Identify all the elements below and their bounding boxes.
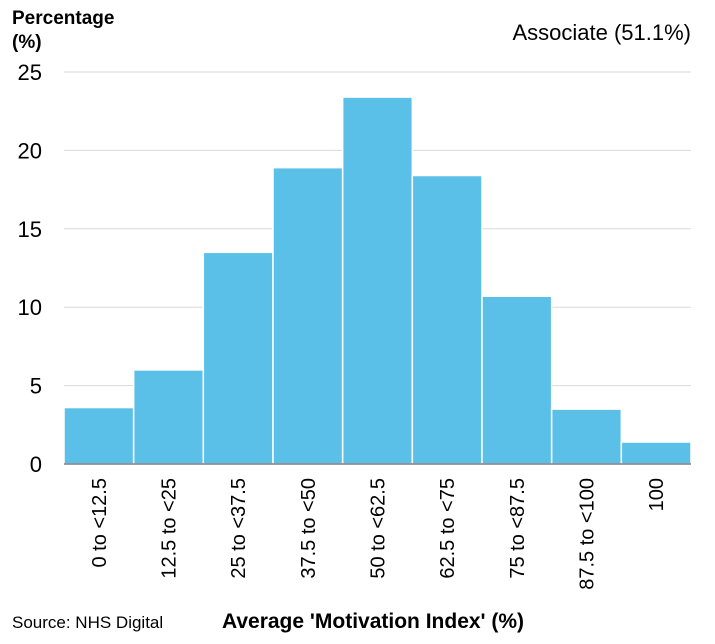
bar [272,166,344,465]
y-tick-label: 20 [18,138,42,163]
x-tick-label: 12.5 to <25 [159,478,181,579]
series-annotation: Associate (51.1%) [512,20,691,45]
x-axis-ticks: 0 to <12.5 12.5 to <25 25 to <37.5 37.5 to … [89,478,668,590]
bar [202,251,274,465]
bar [341,96,414,465]
y-axis-label-line2: (%) [12,32,42,53]
x-tick-label: 75 to <87.5 [507,478,529,579]
x-tick-label: 62.5 to <75 [437,478,459,579]
x-tick-label: 0 to <12.5 [89,478,111,568]
x-tick-label: 100 [646,478,668,511]
bar [132,369,205,465]
source-note: Source: NHS Digital [12,613,163,632]
x-tick-label: 87.5 to <100 [577,478,599,590]
bar [620,441,692,465]
bar [550,408,623,465]
y-axis-ticks: 0 5 10 15 20 25 [18,60,42,477]
x-tick-label: 37.5 to <50 [298,478,320,579]
x-axis-label: Average 'Motivation Index' (%) [222,610,524,633]
bar [63,406,135,465]
y-tick-label: 10 [18,295,42,320]
y-tick-label: 5 [30,374,42,399]
y-axis-label-line1: Percentage [12,8,114,29]
x-tick-label: 50 to <62.5 [368,478,390,579]
bar [411,174,483,465]
bar [481,295,553,465]
y-tick-label: 0 [30,452,42,477]
y-tick-label: 15 [18,217,42,242]
y-tick-label: 25 [18,60,42,85]
bars [63,96,692,465]
x-tick-label: 25 to <37.5 [228,478,250,579]
